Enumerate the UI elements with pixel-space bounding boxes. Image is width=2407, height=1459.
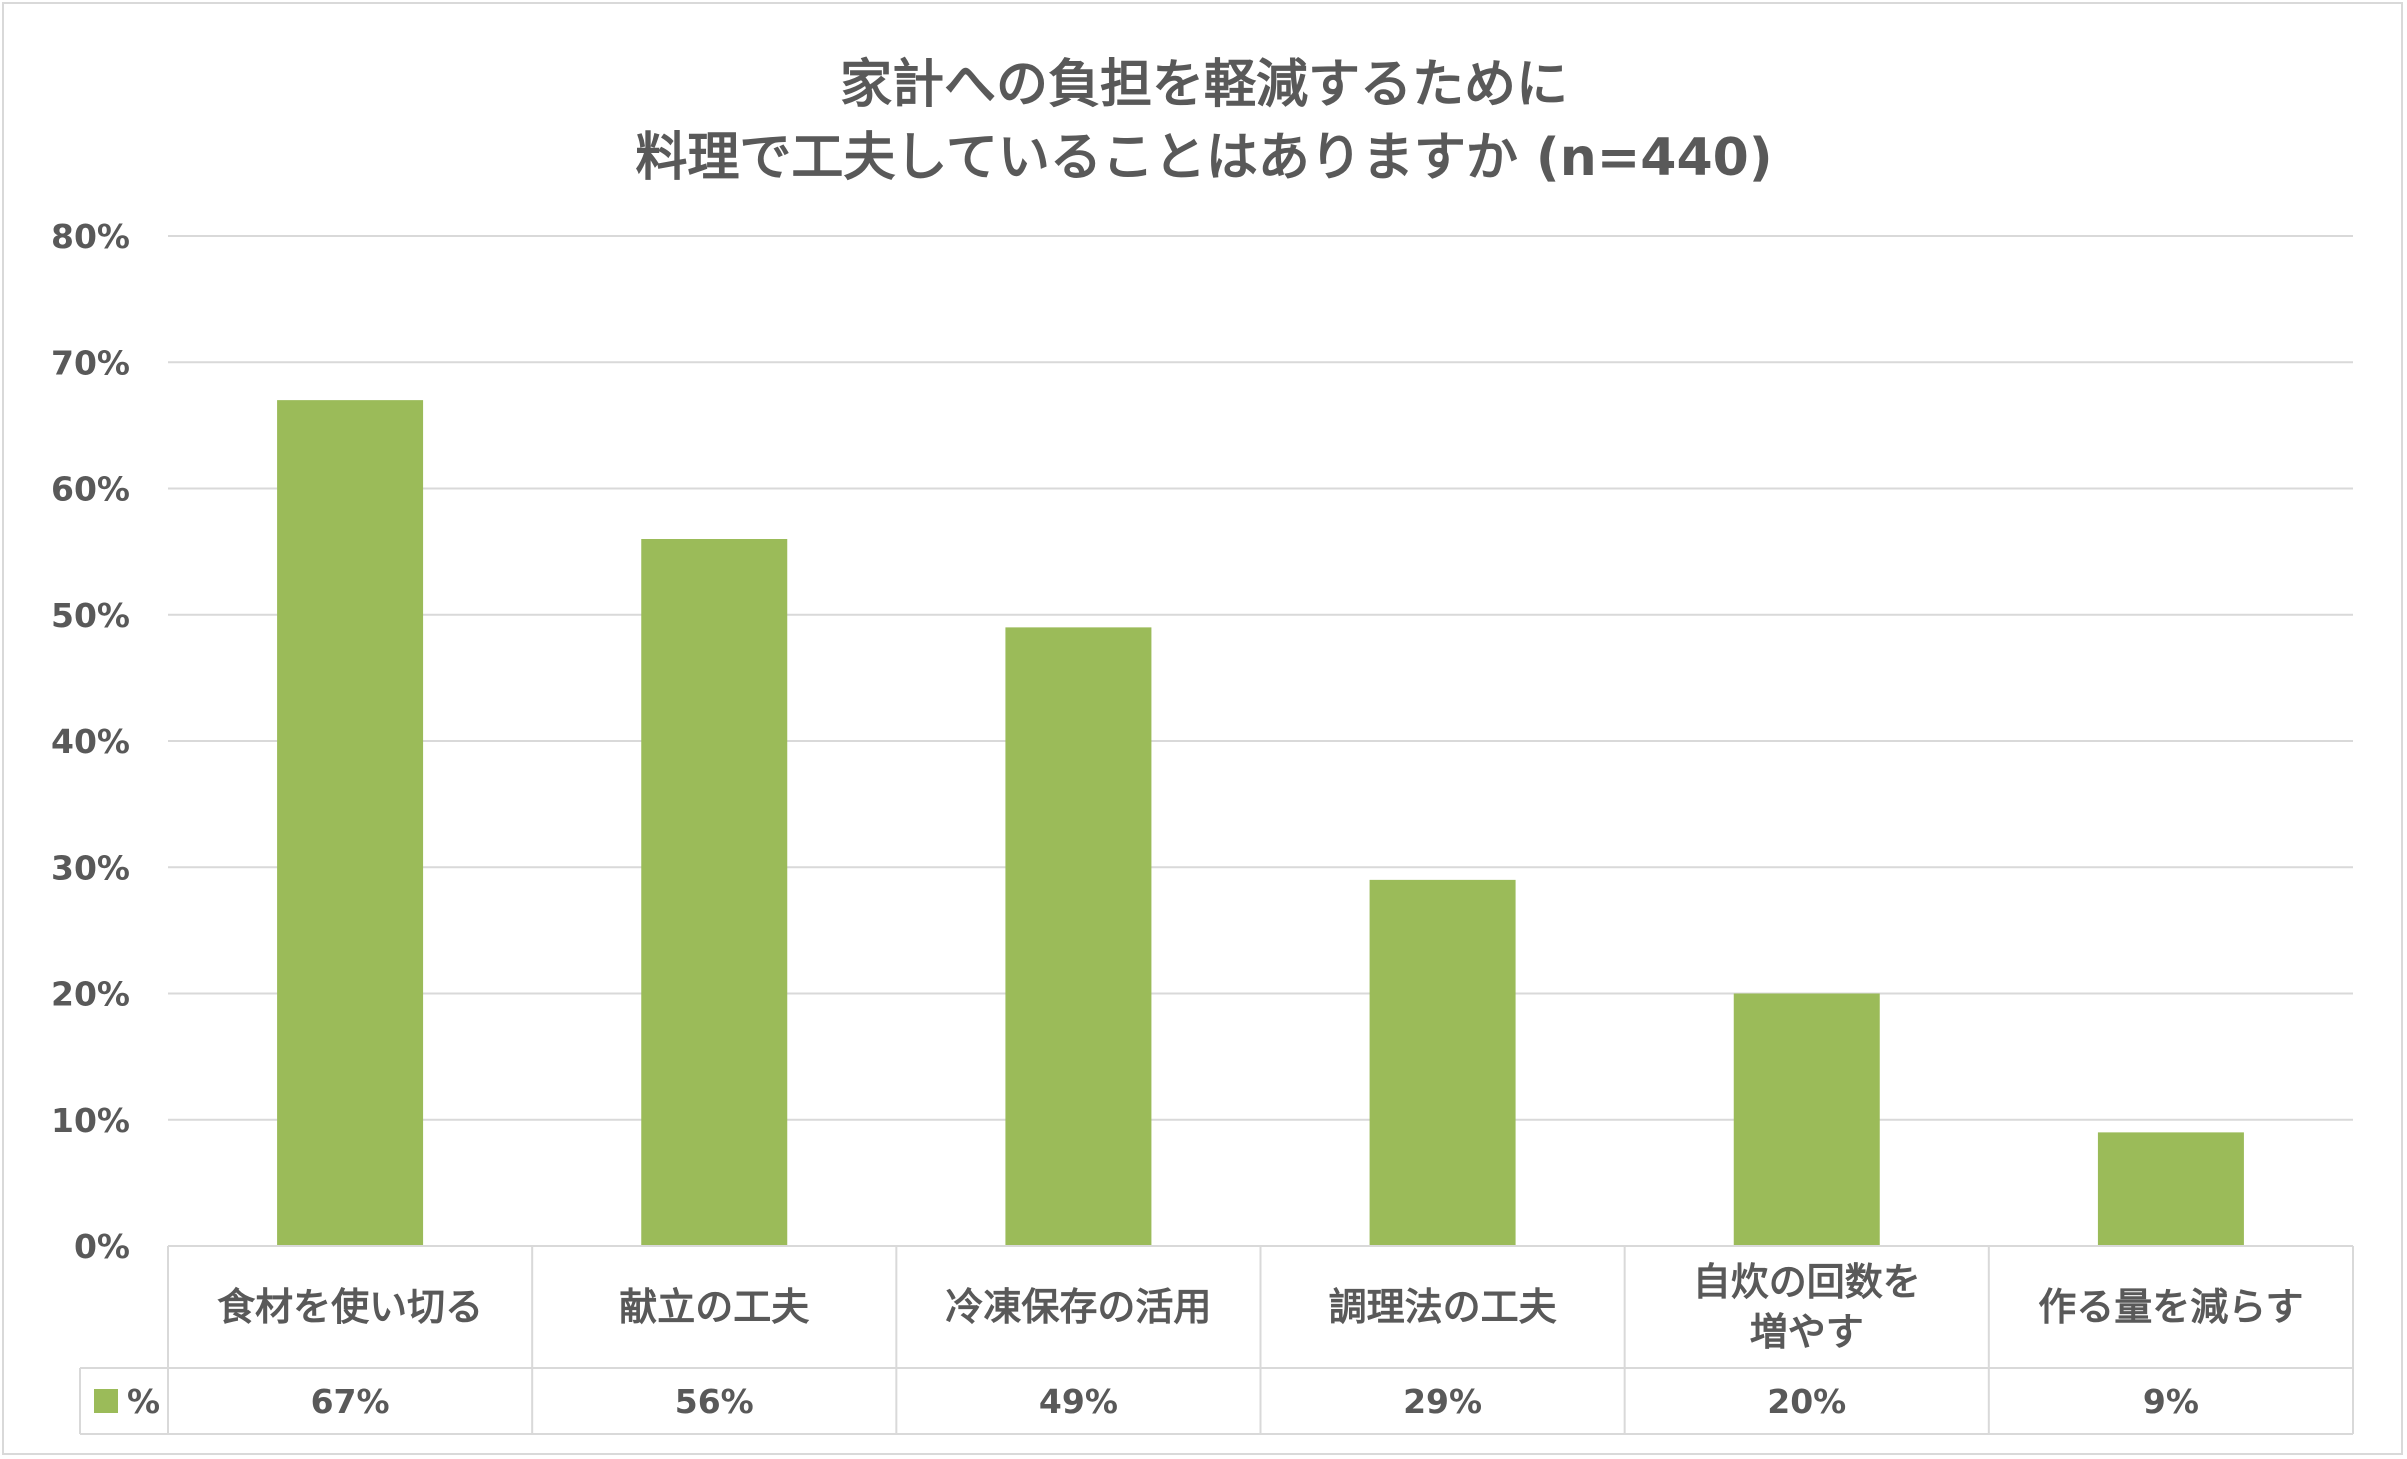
data-table-value: 29% bbox=[1403, 1382, 1482, 1421]
category-label: 献立の工夫 bbox=[619, 1285, 809, 1329]
bar-4 bbox=[1369, 879, 1516, 1246]
legend-label: % bbox=[127, 1382, 160, 1421]
legend-swatch bbox=[94, 1389, 118, 1413]
category-label: 作る量を減らす bbox=[2038, 1285, 2303, 1329]
category-label: 冷凍保存の活用 bbox=[945, 1285, 1211, 1329]
y-tick-label: 40% bbox=[51, 722, 130, 761]
y-tick-label: 10% bbox=[51, 1101, 130, 1140]
bar-2 bbox=[641, 539, 788, 1246]
data-table-value: 56% bbox=[675, 1382, 754, 1421]
bar-5 bbox=[1733, 993, 1880, 1246]
data-table-value: 9% bbox=[2143, 1382, 2199, 1421]
y-tick-label: 80% bbox=[51, 217, 130, 256]
category-label: 自炊の回数を bbox=[1693, 1260, 1921, 1304]
data-table-value: 20% bbox=[1767, 1382, 1846, 1421]
y-tick-label: 0% bbox=[74, 1227, 130, 1266]
y-tick-label: 30% bbox=[51, 848, 130, 887]
data-table-value: 67% bbox=[311, 1382, 390, 1421]
bar-1 bbox=[277, 400, 424, 1246]
chart-title-line-1: 家計への負担を軽減するために bbox=[840, 55, 1568, 115]
bar-6 bbox=[2097, 1132, 2244, 1246]
y-tick-label: 20% bbox=[51, 975, 130, 1014]
bar-3 bbox=[1005, 627, 1152, 1246]
y-tick-label: 50% bbox=[51, 596, 130, 635]
category-label: 食材を使い切る bbox=[217, 1285, 483, 1329]
chart-title-line-2: 料理で工夫していることはありますか (n=440) bbox=[635, 128, 1772, 188]
category-label: 調理法の工夫 bbox=[1329, 1285, 1557, 1329]
y-tick-label: 60% bbox=[51, 470, 130, 509]
y-tick-label: 70% bbox=[51, 343, 130, 382]
category-label: 増やす bbox=[1750, 1310, 1864, 1354]
data-table-value: 49% bbox=[1039, 1382, 1118, 1421]
